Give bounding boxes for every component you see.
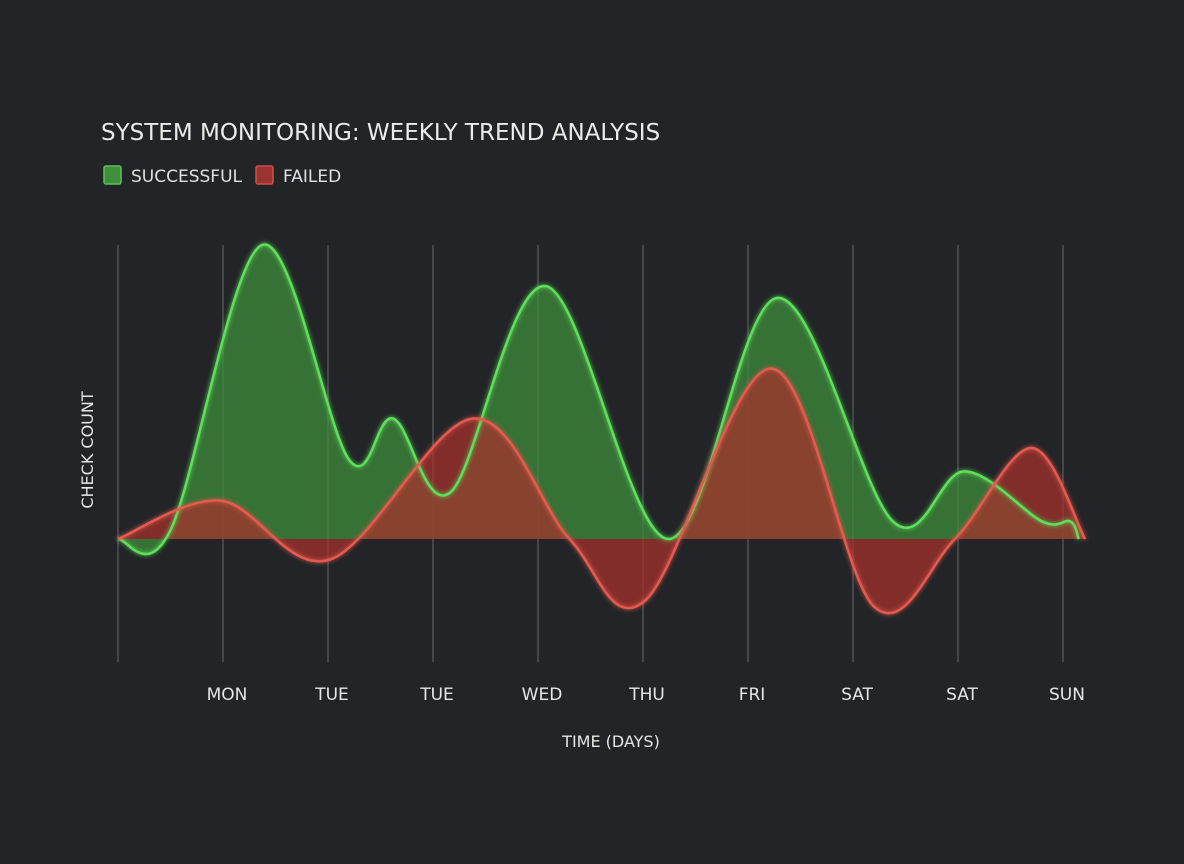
x-axis-label: TIME (DAYS) (561, 732, 660, 751)
legend: SUCCESSFUL FAILED (103, 165, 341, 187)
series-areas (117, 243, 1088, 615)
x-tick-label: FRI (739, 685, 766, 705)
x-tick-label: SAT (841, 685, 873, 705)
legend-label-successful: SUCCESSFUL (131, 167, 243, 187)
y-axis-label: CHECK COUNT (78, 391, 97, 509)
x-tick-label: WED (522, 685, 563, 705)
x-tick-label: SAT (946, 685, 978, 705)
chart-title: SYSTEM MONITORING: WEEKLY TREND ANALYSIS (101, 120, 660, 146)
area-successful (118, 244, 1079, 555)
legend-swatch-failed (255, 165, 274, 185)
x-tick-label: THU (628, 685, 665, 705)
line-failed (117, 367, 1087, 615)
x-tick-label: TUE (419, 685, 454, 705)
area-failed (118, 368, 1086, 614)
line-successful (117, 243, 1080, 556)
x-tick-label: MON (207, 685, 248, 705)
legend-label-failed: FAILED (283, 167, 341, 187)
x-tick-label: TUE (314, 685, 349, 705)
legend-swatch-successful (103, 165, 122, 185)
x-tick-labels: MON TUE TUE WED THU FRI SAT SAT SUN (207, 685, 1085, 705)
x-tick-label: SUN (1049, 685, 1085, 705)
